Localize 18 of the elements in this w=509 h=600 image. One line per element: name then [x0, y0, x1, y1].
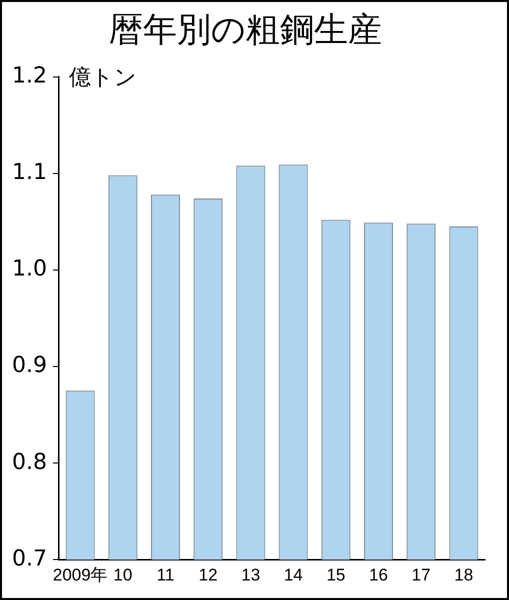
x-tick-label: 17	[412, 565, 431, 584]
x-tick-label: 18	[454, 565, 474, 584]
x-tick-label: 14	[284, 565, 303, 584]
x-tick-label: 11	[156, 565, 174, 584]
x-tick-label: 13	[241, 565, 260, 584]
x-tick-label: 12	[198, 565, 218, 584]
y-tick-label: 0.8	[12, 450, 47, 475]
y-tick-label: 0.9	[12, 353, 47, 378]
x-tick-label: 15	[326, 565, 346, 584]
y-tick-label: 1.1	[12, 160, 47, 186]
x-tick-label: 2009年	[52, 565, 108, 584]
y-tick-label: 0.7	[12, 546, 47, 572]
chart-title: 暦年別の粗鋼生産	[109, 10, 382, 50]
y-tick-label: 1.0	[12, 256, 47, 282]
y-tick-label: 1.2	[12, 64, 47, 89]
y-axis-title: 億トン	[68, 66, 137, 91]
x-tick-label: 16	[369, 565, 388, 584]
x-tick-label: 10	[113, 565, 132, 584]
